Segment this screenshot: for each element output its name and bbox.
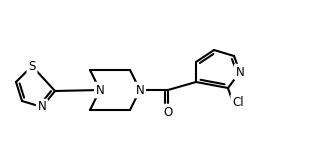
Text: O: O bbox=[163, 105, 173, 118]
Text: S: S bbox=[28, 60, 36, 72]
Text: N: N bbox=[136, 84, 144, 96]
Text: Cl: Cl bbox=[232, 96, 244, 108]
Text: N: N bbox=[38, 100, 46, 114]
Text: N: N bbox=[96, 84, 104, 96]
Text: N: N bbox=[236, 66, 244, 78]
